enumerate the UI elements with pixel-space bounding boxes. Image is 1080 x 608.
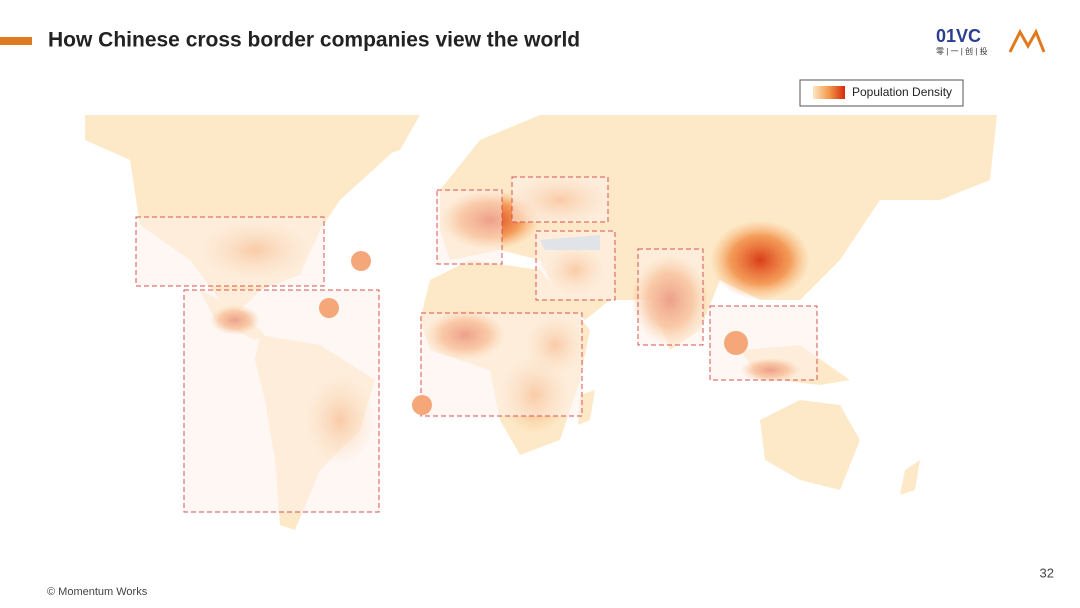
north-america (85, 115, 400, 310)
region-box (420, 312, 583, 417)
hotspot (710, 220, 810, 300)
region-box (637, 248, 704, 346)
region-box (183, 289, 380, 513)
greenland (330, 115, 420, 160)
region-box (436, 189, 503, 265)
legend-label: Population Density (852, 85, 952, 99)
region-box (135, 216, 325, 287)
region-box (535, 230, 616, 301)
logo-text: 01VC (936, 26, 981, 46)
logo-mark (1008, 28, 1046, 53)
legend: Population Density (799, 79, 964, 107)
legend-swatch (813, 86, 845, 99)
madagascar (578, 390, 595, 425)
logo: 01VC 零 | 一 | 创 | 投 (936, 26, 1046, 56)
new-zealand (900, 460, 920, 495)
copyright: © Momentum Works (47, 586, 148, 598)
marker (412, 395, 432, 415)
marker (351, 251, 371, 271)
marker (319, 298, 339, 318)
japan (805, 220, 835, 275)
accent-bar (0, 37, 32, 45)
marker (724, 331, 748, 355)
australia (760, 400, 860, 490)
region-box (511, 176, 609, 223)
slide-title: How Chinese cross border companies view … (48, 29, 580, 52)
regions (135, 176, 818, 513)
page-number: 32 (1040, 565, 1054, 580)
logo-subtext: 零 | 一 | 创 | 投 (936, 46, 988, 56)
markers (319, 251, 748, 415)
